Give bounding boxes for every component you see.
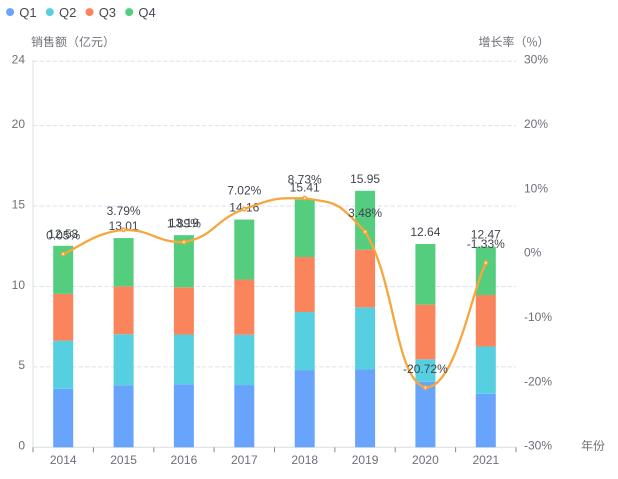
svg-text:0%: 0% xyxy=(524,246,542,260)
svg-text:-1.33%: -1.33% xyxy=(467,237,505,251)
svg-text:12.53: 12.53 xyxy=(48,227,78,241)
svg-text:Q3: Q3 xyxy=(99,5,116,20)
svg-text:13.19: 13.19 xyxy=(169,216,199,230)
svg-text:24: 24 xyxy=(12,53,26,67)
svg-text:-30%: -30% xyxy=(524,439,552,453)
svg-text:15: 15 xyxy=(12,197,26,211)
svg-text:7.02%: 7.02% xyxy=(227,183,261,197)
svg-text:-10%: -10% xyxy=(524,310,552,324)
svg-text:0.05%: 0.05% xyxy=(46,228,80,242)
svg-text:2019: 2019 xyxy=(352,453,379,467)
svg-text:10%: 10% xyxy=(524,181,548,195)
svg-text:3.48%: 3.48% xyxy=(348,206,382,220)
svg-text:Q1: Q1 xyxy=(19,5,36,20)
svg-text:20%: 20% xyxy=(524,117,548,131)
svg-text:3.79%: 3.79% xyxy=(107,204,141,218)
svg-text:-20.72%: -20.72% xyxy=(403,362,448,376)
svg-text:Q4: Q4 xyxy=(138,5,155,20)
svg-text:2014: 2014 xyxy=(50,453,77,467)
svg-text:Q2: Q2 xyxy=(59,5,76,20)
svg-text:2016: 2016 xyxy=(171,453,198,467)
svg-text:30%: 30% xyxy=(524,53,548,67)
svg-text:2021: 2021 xyxy=(472,453,499,467)
svg-text:1.89%: 1.89% xyxy=(167,216,201,230)
svg-text:8.73%: 8.73% xyxy=(288,172,322,186)
svg-text:12.47: 12.47 xyxy=(471,228,501,242)
svg-text:15.95: 15.95 xyxy=(350,172,380,186)
svg-text:2015: 2015 xyxy=(110,453,137,467)
svg-text:15.41: 15.41 xyxy=(290,181,320,195)
svg-text:0: 0 xyxy=(18,439,25,453)
svg-text:5: 5 xyxy=(18,358,25,372)
svg-text:10: 10 xyxy=(12,278,26,292)
svg-text:20: 20 xyxy=(12,117,26,131)
svg-text:2020: 2020 xyxy=(412,453,439,467)
svg-text:2018: 2018 xyxy=(291,453,318,467)
svg-text:2017: 2017 xyxy=(231,453,258,467)
svg-text:-20%: -20% xyxy=(524,374,552,388)
svg-text:12.64: 12.64 xyxy=(410,225,440,239)
